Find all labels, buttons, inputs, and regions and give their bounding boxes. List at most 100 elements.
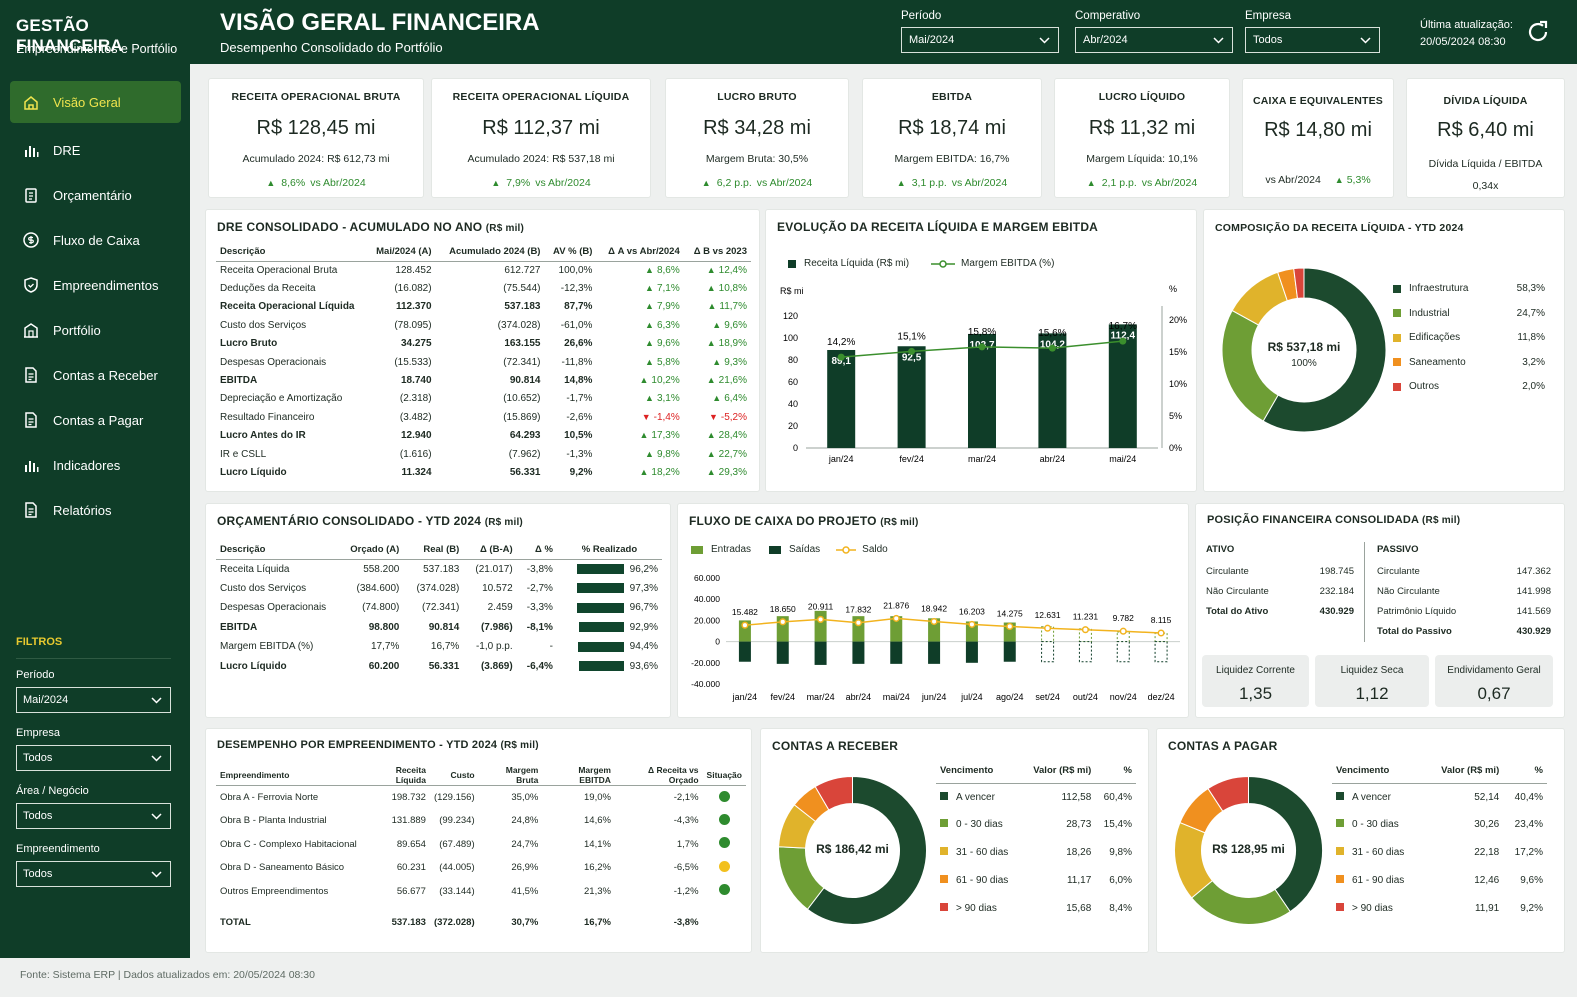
pagar-table: Vencimento Valor (R$ mi)% A vencer 52,14 40,… <box>1332 759 1547 922</box>
saldo-point <box>741 621 749 629</box>
table-cell: 9,2% <box>1520 902 1543 914</box>
sidebar-item-label: Portfólio <box>53 322 101 338</box>
page-title: VISÃO GERAL FINANCEIRA <box>220 9 540 36</box>
sidebar-item-clipboard-2[interactable]: Orçamentário <box>10 173 181 217</box>
filter-select[interactable]: Todos <box>16 745 171 771</box>
table-cell: (44.005) <box>439 862 475 874</box>
status-cell <box>703 833 746 857</box>
delta-value: 21,6% <box>718 375 747 387</box>
comp-center: R$ 537,18 mi 100% <box>1214 340 1394 369</box>
x-tick-label: mai/24 <box>883 692 910 702</box>
header-filter: Período Mai/2024 <box>901 10 1059 53</box>
receber-table: Vencimento Valor (R$ mi)% A vencer 112,58 60… <box>936 759 1136 922</box>
filters-title: FILTROS <box>16 636 171 659</box>
table-header: Valor (R$ mi) <box>1423 759 1504 784</box>
refresh-icon[interactable] <box>1525 19 1551 45</box>
y2-tick-label: 15% <box>1169 347 1187 357</box>
table-cell: 18,26 <box>1066 846 1092 858</box>
x-tick-label: dez/24 <box>1148 692 1175 702</box>
kpi-subtitle: Margem EBITDA: 16,7% <box>894 153 1010 165</box>
table-cell: (7.986) <box>480 621 513 633</box>
sidebar-item-bar-chart-1[interactable]: DRE <box>10 128 181 172</box>
table-cell: 90.814 <box>428 621 460 633</box>
delta-value: 12,4% <box>718 264 747 276</box>
table-cell: 56.331 <box>428 660 460 672</box>
sidebar-item-document-7[interactable]: Contas a Pagar <box>10 398 181 442</box>
sidebar-item-home-0[interactable]: Visão Geral <box>10 81 181 123</box>
table-cell: 61 - 90 dias <box>1332 866 1424 894</box>
passivo-row-value: 141.998 <box>1516 586 1551 597</box>
sidebar-item-label: Contas a Pagar <box>53 412 144 428</box>
table-cell: 19,0% <box>584 792 611 803</box>
table-row: A vencer 52,14 40,4% <box>1332 783 1547 811</box>
dre-unit: (R$ mil) <box>485 223 525 234</box>
comp-slice <box>1293 267 1305 299</box>
header-filter-select[interactable]: Todos <box>1245 27 1380 53</box>
aging-label: 0 - 30 dias <box>1352 819 1399 831</box>
ratio-label: Liquidez Corrente <box>1216 665 1295 676</box>
table-cell: -2,7% <box>526 582 553 594</box>
kpi-delta: ▲ 7,9% vs Abr/2024 <box>432 177 650 189</box>
delta-value: 10,2% <box>651 375 680 387</box>
kpi-delta: ▲ 2,1 p.p. vs Abr/2024 <box>1055 177 1229 189</box>
table-cell: (374.028) <box>497 319 541 331</box>
table-cell: 56.677 <box>396 885 426 897</box>
total-cell: 537.183 <box>391 916 426 928</box>
header-filter-select[interactable]: Abr/2024 <box>1075 27 1233 53</box>
margin-point <box>978 343 986 351</box>
receber-panel: CONTAS A RECEBER R$ 186,42 mi Vencimento… <box>760 728 1149 953</box>
filter-value: Todos <box>23 810 53 822</box>
table-row: Lucro Líquido 11.324 56.331 9,2% ▲ 18,2% ▲ 29,3… <box>216 463 751 481</box>
sidebar-item-building-5[interactable]: Portfólio <box>10 308 181 352</box>
fluxo-title: FLUXO DE CAIXA DO PROJETO (R$ mil) <box>689 514 919 528</box>
filter-select[interactable]: Todos <box>16 803 171 829</box>
sidebar-item-shield-4[interactable]: Empreendimentos <box>10 263 181 307</box>
receber-slice <box>806 775 927 925</box>
table-cell: 131.889 <box>391 815 426 827</box>
comp-title: COMPOSIÇÃO DA RECEITA LÍQUIDA - YTD 2024 <box>1215 222 1464 234</box>
down-arrow-icon: ▼ <box>708 411 718 422</box>
legend-swatch <box>1393 358 1401 367</box>
comp-legend-pct: 11,8% <box>1517 332 1545 344</box>
filter-select[interactable]: Mai/2024 <box>16 687 171 713</box>
table-cell: Custo dos Serviços <box>220 582 307 594</box>
header-filter-select[interactable]: Mai/2024 <box>901 27 1059 53</box>
kpi-subtitle-2: 0,34x <box>1472 180 1499 192</box>
kpi-delta: ▲ 8,6% vs Abr/2024 <box>209 177 423 189</box>
table-row: Receita Líquida 558.200 537.183 (21.017) -3,… <box>216 559 662 579</box>
kpi-card: RECEITA OPERACIONAL BRUTA R$ 128,45 mi Acu… <box>208 78 424 198</box>
table-cell: (15.533) <box>394 356 432 368</box>
sidebar-item-document-9[interactable]: Relatórios <box>10 488 181 532</box>
delta-value: 29,3% <box>718 466 747 478</box>
table-row: > 90 dias 11,91 9,2% <box>1332 894 1547 922</box>
fluxo-title-text: FLUXO DE CAIXA DO PROJETO <box>689 514 877 528</box>
up-arrow-icon: ▲ <box>1334 175 1344 185</box>
kpi-delta-value: 5,3% <box>1346 174 1371 186</box>
table-cell: 64.293 <box>509 430 541 442</box>
passivo-row-value: 141.569 <box>1516 606 1551 617</box>
kpi-value: R$ 11,32 mi <box>1088 117 1196 139</box>
table-header: Mai/2024 (A) <box>366 242 436 262</box>
filter-select[interactable]: Todos <box>16 861 171 887</box>
legend-saidas-label: Saídas <box>789 544 821 555</box>
entradas-bar <box>928 618 941 642</box>
sidebar-item-bar-chart-8[interactable]: Indicadores <box>10 443 181 487</box>
table-cell: 23,4% <box>1514 819 1543 831</box>
header-filter-value: Abr/2024 <box>1083 34 1128 46</box>
status-cell <box>703 786 746 810</box>
up-arrow-icon: ▲ <box>645 301 654 312</box>
comp-legend-item: Infraestrutura 58,3% <box>1393 283 1545 294</box>
table-cell: (99.234) <box>439 815 475 827</box>
realizado-value: 93,6% <box>629 660 658 672</box>
evol-legend: Receita Líquida (R$ mi) Margem EBITDA (%… <box>788 258 1054 269</box>
sidebar-item-label: Visão Geral <box>53 94 121 110</box>
kpi-card: EBITDA R$ 18,74 mi Margem EBITDA: 16,7% ▲ 3,… <box>862 78 1042 198</box>
ratio-label: Liquidez Seca <box>1340 665 1404 676</box>
kpi-delta: vs Abr/2024 ▲ 5,3% <box>1243 174 1393 186</box>
saldo-data-label: 12.631 <box>1035 610 1061 620</box>
fluxo-legend: Entradas Saídas Saldo <box>691 544 888 555</box>
fluxo-panel: FLUXO DE CAIXA DO PROJETO (R$ mil) Entra… <box>677 503 1189 718</box>
sidebar-item-dollar-3[interactable]: Fluxo de Caixa <box>10 218 181 262</box>
table-cell: 18.740 <box>400 375 432 387</box>
sidebar-item-document-6[interactable]: Contas a Receber <box>10 353 181 397</box>
